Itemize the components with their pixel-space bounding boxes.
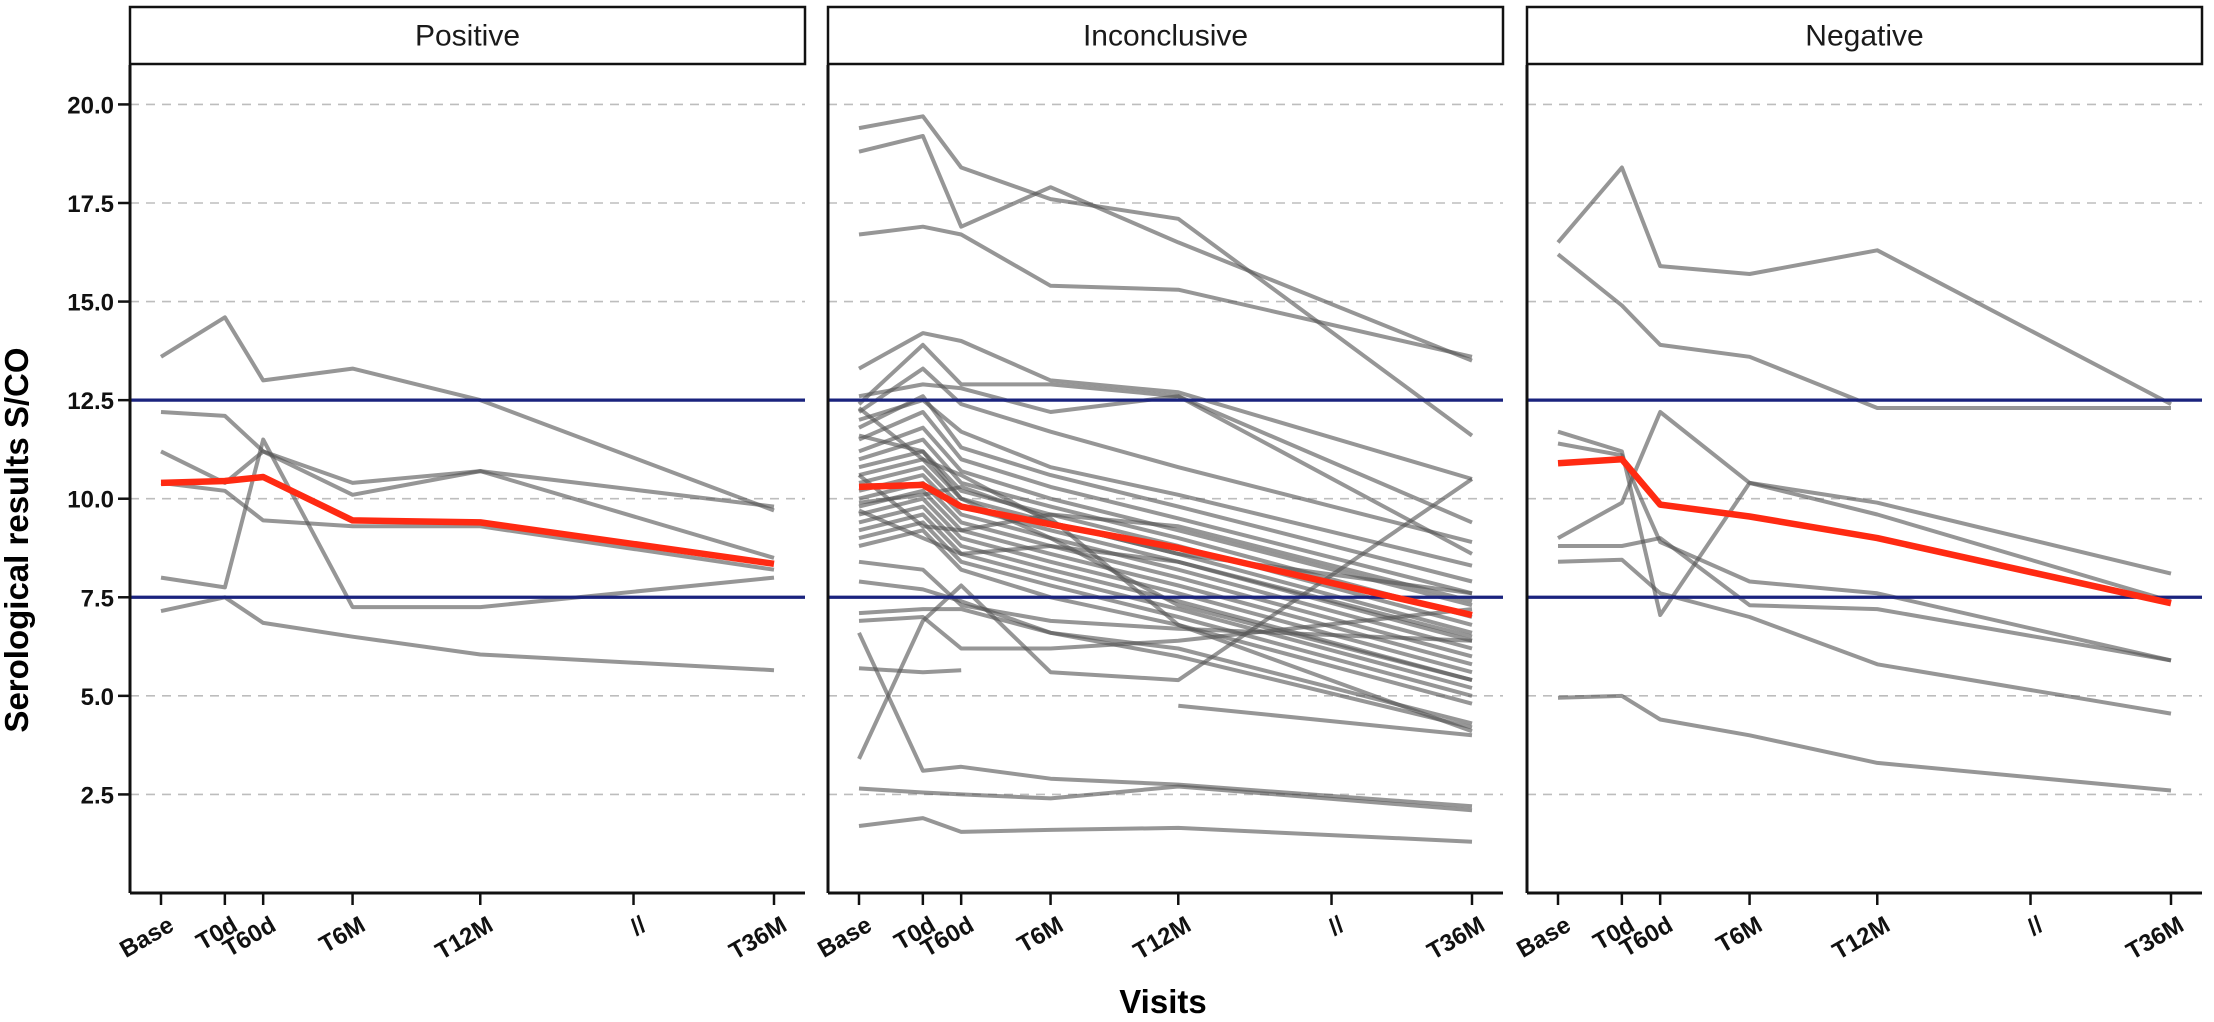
subject-line (858, 579, 1473, 726)
subject-line (1556, 252, 2171, 410)
subject-line (858, 425, 1473, 608)
subject-line (858, 457, 1473, 635)
x-tick-label: T6M (315, 911, 370, 958)
facet-strip-label: Inconclusive (1083, 20, 1248, 53)
mean-line (1557, 456, 2172, 607)
y-tick-label: 7.5 (81, 585, 114, 612)
x-tick-label: T12M (431, 911, 498, 965)
subject-line (1557, 557, 2172, 716)
subject-line (1558, 536, 2172, 663)
x-tick-label: // (1324, 911, 1349, 941)
subject-line (858, 437, 1473, 619)
subject-line (858, 114, 1474, 438)
x-tick-label: T6M (1013, 911, 1068, 958)
subject-line (160, 595, 775, 673)
subject-line (1557, 693, 2172, 793)
facet-strip-label: Positive (415, 20, 520, 53)
subject-line (1557, 410, 2172, 604)
x-tick-label: T36M (1423, 911, 1490, 965)
y-tick-label: 17.5 (67, 191, 114, 218)
subject-line (858, 607, 1473, 651)
subject-line (160, 437, 775, 610)
subject-line (1178, 703, 1473, 738)
y-tick-label: 20.0 (67, 92, 114, 119)
subject-line (159, 315, 775, 513)
subject-line (857, 342, 1473, 556)
x-tick-label: T12M (1129, 911, 1196, 965)
subject-line (1557, 429, 2172, 617)
x-tick-label: T12M (1828, 911, 1895, 965)
subject-line (858, 331, 1473, 481)
subject-line (160, 449, 775, 560)
subject-line (857, 366, 1473, 545)
subject-line (858, 666, 962, 675)
subject-line (857, 473, 1473, 604)
subject-line (858, 410, 1473, 596)
facet-strip (1525, 5, 2204, 66)
subject-line (858, 559, 1473, 643)
subject-line (858, 508, 1473, 639)
x-tick-label: Base (1512, 911, 1575, 963)
y-tick-label: 12.5 (67, 388, 114, 415)
x-tick-label: T6M (1712, 911, 1767, 958)
subject-line (858, 473, 1473, 651)
subject-line (1556, 165, 2172, 406)
y-tick-label: 10.0 (67, 487, 114, 514)
y-axis: 2.5 5.0 7.5 10.0 12.5 15.0 17.5 20.0 (67, 92, 130, 809)
subject-line (858, 607, 1473, 730)
y-tick-label: 2.5 (81, 782, 114, 809)
facet-strip (128, 5, 807, 66)
x-tick-label: // (626, 911, 651, 941)
subject-line (858, 224, 1473, 359)
subject-line (858, 504, 1473, 683)
y-axis-title: Serological results S/CO (0, 347, 35, 732)
subject-line (160, 410, 775, 509)
subject-line (858, 484, 1473, 734)
subject-line (857, 477, 1474, 760)
x-axis-title: Visits (1119, 983, 1206, 1020)
subject-line (858, 784, 1473, 813)
y-tick-label: 5.0 (81, 684, 114, 711)
mean-line (160, 473, 775, 568)
subject-line (1557, 441, 2172, 663)
mean-line (858, 481, 1473, 619)
x-tick-label: T36M (2122, 911, 2189, 965)
facet-strip-label: Negative (1805, 20, 1923, 53)
x-tick-label: T36M (725, 911, 792, 965)
facet-strip (826, 5, 1505, 66)
subject-line (858, 134, 1473, 363)
x-tick-label: // (2023, 911, 2048, 941)
x-tick-label: Base (115, 911, 178, 963)
subject-line (857, 631, 1473, 809)
x-tick-label: Base (813, 911, 876, 963)
subject-line (858, 816, 1473, 844)
y-tick-label: 15.0 (67, 290, 114, 317)
